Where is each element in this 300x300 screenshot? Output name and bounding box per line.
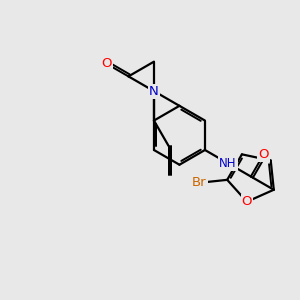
Text: O: O	[101, 57, 112, 70]
Text: NH: NH	[219, 157, 237, 170]
Text: O: O	[258, 148, 268, 161]
Text: N: N	[149, 85, 159, 98]
Text: Br: Br	[192, 176, 207, 189]
Text: O: O	[149, 85, 159, 98]
Text: O: O	[242, 195, 252, 208]
